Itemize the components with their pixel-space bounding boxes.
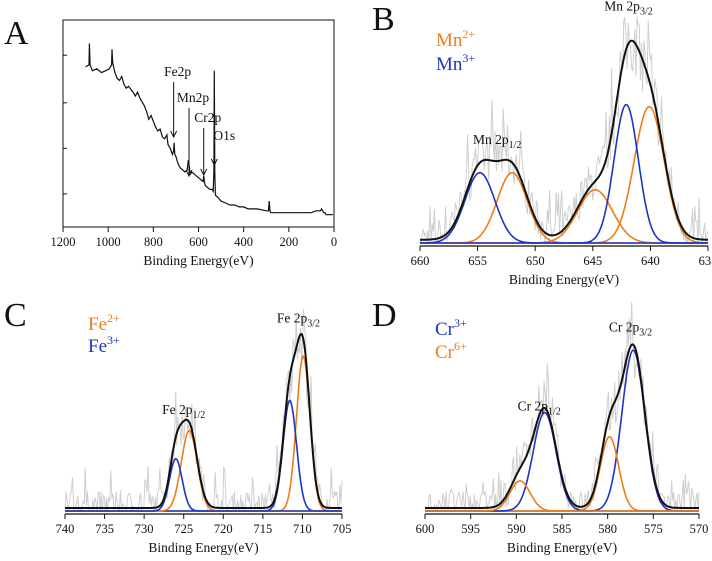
x-tick-label: 0 xyxy=(331,235,337,249)
panel-a: A 1200 1000 800 600 400 200 0 Binding Energy(eV)… xyxy=(4,15,337,268)
x-tick-label: 800 xyxy=(144,235,163,249)
x-tick-label: 600 xyxy=(416,522,435,536)
panel-d: D 600 595 590 585 580 575 570 Binding Energy(eV)… xyxy=(372,297,708,555)
legend-entry: Mn3+ xyxy=(436,51,475,75)
x-tick-label: 640 xyxy=(641,254,660,268)
peak-label: Mn 2p3/2 xyxy=(604,0,652,18)
x-tick-label: 595 xyxy=(461,522,480,536)
x-tick-label: 635 xyxy=(699,254,712,268)
fit-envelope xyxy=(425,343,699,509)
arrow-head xyxy=(170,130,178,139)
fit-envelope xyxy=(420,39,708,241)
x-axis-label: Binding Energy(eV) xyxy=(143,253,253,268)
x-tick-label: 705 xyxy=(333,522,352,536)
panel-letter: C xyxy=(4,297,27,334)
x-tick-label: 1200 xyxy=(51,235,76,249)
x-axis-label: Binding Energy(eV) xyxy=(507,540,617,555)
x-tick-label: 600 xyxy=(189,235,208,249)
x-tick-label: 660 xyxy=(411,254,430,268)
legend-entry: Mn2+ xyxy=(436,27,475,51)
x-tick-label: 730 xyxy=(135,522,154,536)
legend-entry: Fe2+ xyxy=(88,311,120,335)
peak-label: Mn 2p1/2 xyxy=(473,132,521,151)
annotation-label: Mn2p xyxy=(177,90,210,105)
annotation-label: Fe2p xyxy=(164,64,191,79)
panel-letter: A xyxy=(4,15,29,52)
fit-component-orange xyxy=(65,354,342,512)
peak-label: Cr 2p1/2 xyxy=(518,398,561,417)
panel-b: B 660 655 650 645 640 635 Binding Energy(eV) Mn2… xyxy=(372,0,712,287)
arrow-head xyxy=(185,169,193,178)
x-tick-label: 735 xyxy=(95,522,114,536)
x-tick-label: 655 xyxy=(468,254,487,268)
x-tick-label: 725 xyxy=(174,522,193,536)
fit-envelope xyxy=(65,332,342,509)
x-tick-label: 570 xyxy=(690,522,709,536)
annotation-label: O1s xyxy=(213,128,235,143)
x-tick-label: 650 xyxy=(526,254,545,268)
x-tick-label: 580 xyxy=(598,522,617,536)
peak-label: Cr 2p3/2 xyxy=(609,319,652,338)
x-tick-label: 740 xyxy=(56,522,75,536)
legend-entry: Fe3+ xyxy=(88,333,120,357)
peak-label: Fe 2p3/2 xyxy=(277,311,320,330)
x-axis-label: Binding Energy(eV) xyxy=(509,272,619,287)
x-tick-label: 710 xyxy=(293,522,312,536)
arrow-head xyxy=(200,168,208,177)
x-tick-label: 715 xyxy=(253,522,272,536)
arrow-head xyxy=(210,158,218,167)
annotation-label: Cr2p xyxy=(194,110,221,125)
fit-component-orange xyxy=(425,480,699,512)
x-tick-label: 590 xyxy=(507,522,526,536)
panel-letter: B xyxy=(372,1,395,38)
fit-component-blue xyxy=(420,171,708,244)
x-tick-label: 575 xyxy=(644,522,663,536)
legend-entry: Cr6+ xyxy=(435,339,467,363)
x-axis-label: Binding Energy(eV) xyxy=(148,540,258,555)
x-tick-label: 720 xyxy=(214,522,233,536)
x-tick-label: 200 xyxy=(279,235,298,249)
x-tick-label: 400 xyxy=(234,235,253,249)
x-tick-label: 585 xyxy=(553,522,572,536)
x-tick-label: 1000 xyxy=(96,235,121,249)
x-tick-label: 645 xyxy=(583,254,602,268)
panel-c: C 740 735 730 725 720 715 710 705 Binding Energy(… xyxy=(4,297,351,555)
legend-entry: Cr3+ xyxy=(435,316,467,340)
peak-label: Fe 2p1/2 xyxy=(162,402,205,421)
raw-spectrum xyxy=(64,308,343,513)
panel-letter: D xyxy=(372,297,397,334)
survey-line xyxy=(85,43,333,216)
fit-component-blue xyxy=(65,457,342,512)
